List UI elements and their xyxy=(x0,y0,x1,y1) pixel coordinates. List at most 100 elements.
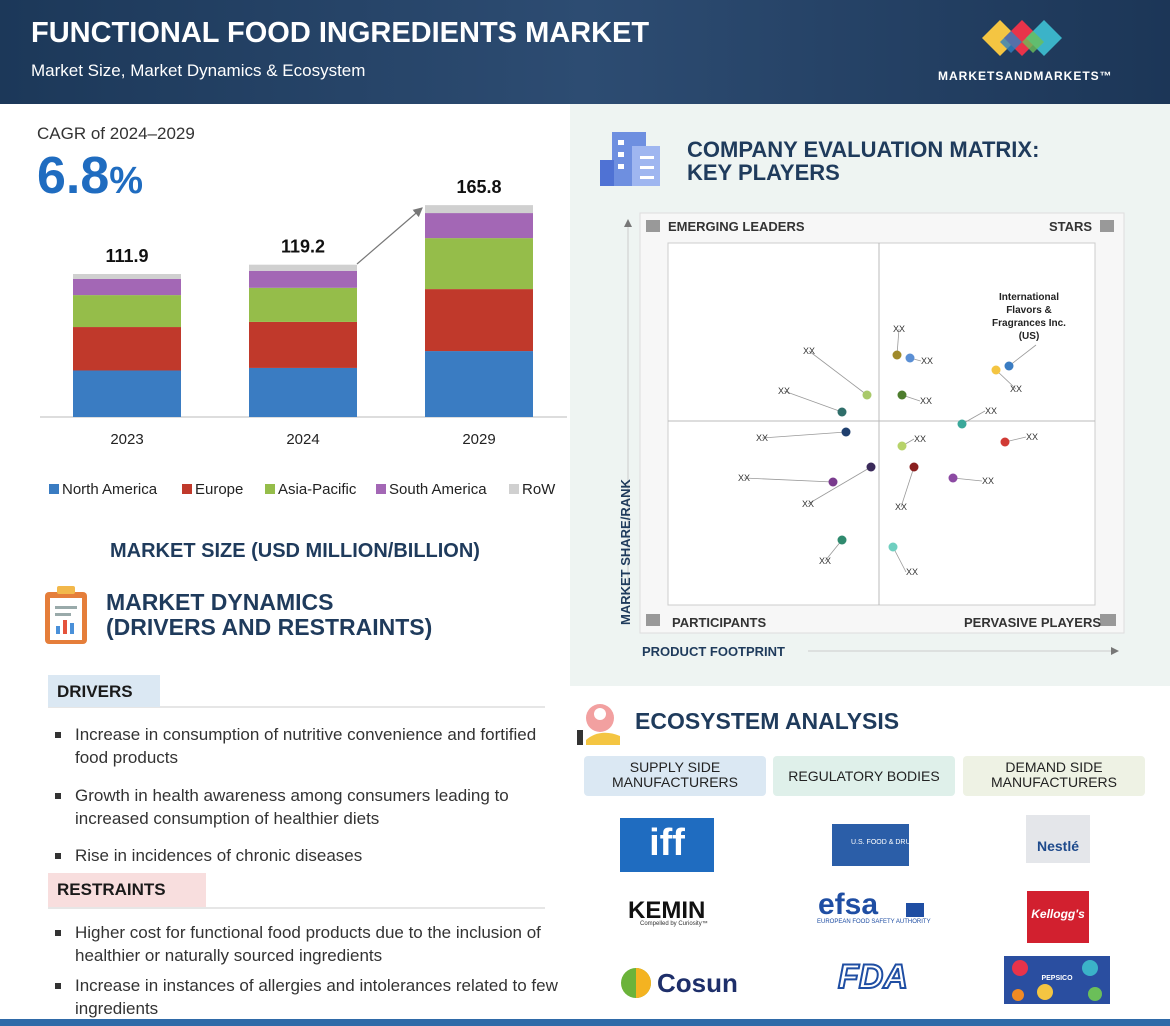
logo-kelloggs: Kellogg's xyxy=(1031,907,1085,921)
logo-fda: FDA xyxy=(837,957,909,997)
company-label: XX xyxy=(985,406,997,416)
legend-swatch xyxy=(182,484,192,494)
company-dot xyxy=(837,407,847,417)
company-label: XX xyxy=(920,396,932,406)
footer-bar xyxy=(0,1019,1170,1026)
restraints-heading: RESTRAINTS xyxy=(57,880,166,899)
y-axis-label: MARKET SHARE/RANK xyxy=(618,479,633,625)
eco-heading: DEMAND SIDE MANUFACTURERS xyxy=(963,760,1145,790)
company-label: XX xyxy=(921,356,933,366)
leader-line xyxy=(952,477,983,482)
x-axis-label: PRODUCT FOOTPRINT xyxy=(642,644,785,659)
leader-line xyxy=(900,466,915,508)
logo-nestle: Nestlé xyxy=(1036,838,1080,854)
heading-line: MANUFACTURERS xyxy=(990,774,1117,790)
legend-label: South America xyxy=(389,481,487,498)
company-label: XX xyxy=(893,324,905,334)
company-dot xyxy=(905,353,915,363)
chart-title: MARKET SIZE (USD MILLION/BILLION) xyxy=(110,540,480,562)
bar-segment xyxy=(425,238,533,290)
bar-segment xyxy=(249,270,357,288)
leader-line xyxy=(743,477,834,483)
header-title: FUNCTIONAL FOOD INGREDIENTS MARKET xyxy=(31,17,650,49)
company-dot xyxy=(948,473,958,483)
company-dot xyxy=(828,477,838,487)
logo-shapes xyxy=(620,815,1110,1004)
leader-line xyxy=(808,350,868,396)
logo-fda-small: U.S. FOOD & DRUG xyxy=(851,839,916,846)
bar-segment xyxy=(73,295,181,328)
title-line: MARKET DYNAMICS xyxy=(106,589,334,615)
company-dot xyxy=(991,365,1001,375)
eco-head-bg xyxy=(963,756,1145,796)
header-bg xyxy=(0,0,1170,104)
leader-line xyxy=(783,390,843,413)
eco-heading: SUPPLY SIDE MANUFACTURERS xyxy=(584,760,766,790)
company-dot xyxy=(1004,361,1014,371)
eco-head-bg xyxy=(584,756,766,796)
company-label: XX xyxy=(1010,384,1022,394)
company-dot xyxy=(897,441,907,451)
logo-kemin: KEMIN xyxy=(628,897,706,924)
company-dot xyxy=(909,462,919,472)
company-dot xyxy=(957,419,967,429)
total-label: 165.8 xyxy=(456,177,501,197)
quadrant-label: PARTICIPANTS xyxy=(672,615,767,630)
company-label: XX xyxy=(895,502,907,512)
legend-label: RoW xyxy=(522,481,556,498)
legend-label: Europe xyxy=(195,481,243,498)
company-dot xyxy=(1000,437,1010,447)
driver-item: Growth in health awareness among consume… xyxy=(49,784,565,830)
company-label: XX xyxy=(756,433,768,443)
brand-name: MARKETSANDMARKETS™ xyxy=(938,69,1113,83)
legend-swatch xyxy=(49,484,59,494)
bar-segment xyxy=(73,327,181,371)
matrix-frame xyxy=(624,212,1125,655)
company-line: Flavors & xyxy=(1006,305,1052,316)
title-line: (DRIVERS AND RESTRAINTS) xyxy=(106,614,433,640)
logo-pepsico: PEPSICO xyxy=(1041,975,1073,982)
leader-line xyxy=(824,539,843,562)
clipboard-icon xyxy=(45,586,87,644)
x-tick-label: 2024 xyxy=(286,431,319,448)
bar-segment xyxy=(425,213,533,239)
company-label: XX xyxy=(982,476,994,486)
growth-arrow xyxy=(356,207,423,265)
logo-efsa: efsa xyxy=(818,888,879,921)
company-dot xyxy=(837,535,847,545)
company-label: XX xyxy=(906,567,918,577)
total-label: 119.2 xyxy=(281,237,325,257)
bar-segment xyxy=(249,287,357,322)
heading-line: DEMAND SIDE xyxy=(1005,759,1103,775)
eco-head-bg xyxy=(773,756,955,796)
legend-label: Asia-Pacific xyxy=(278,481,357,498)
ecosystem-icon xyxy=(577,704,620,745)
legend-label: North America xyxy=(62,481,158,498)
company-dot xyxy=(897,390,907,400)
company-dot xyxy=(892,350,902,360)
brand-logo xyxy=(982,20,1062,56)
company-label: XX xyxy=(914,434,926,444)
title-line: COMPANY EVALUATION MATRIX: xyxy=(687,137,1040,162)
company-label: XX xyxy=(778,386,790,396)
logo-kemin-tag: Compelled by Curiosity™ xyxy=(640,921,708,927)
restraint-item: Increase in instances of allergies and i… xyxy=(49,974,565,1020)
x-tick-label: 2029 xyxy=(462,431,495,448)
driver-item: Rise in incidences of chronic diseases xyxy=(49,844,565,867)
x-tick-label: 2023 xyxy=(110,431,143,448)
total-label: 111.9 xyxy=(105,246,148,266)
company-dot xyxy=(866,462,876,472)
header-subtitle: Market Size, Market Dynamics & Ecosystem xyxy=(31,61,366,80)
legend-swatch xyxy=(376,484,386,494)
ecosystem-title: ECOSYSTEM ANALYSIS xyxy=(635,708,900,734)
company-line: (US) xyxy=(1018,331,1040,342)
cagr-unit: % xyxy=(109,160,144,202)
company-dot xyxy=(841,427,851,437)
bar-segment xyxy=(425,205,533,214)
cagr-label: CAGR of 2024–2029 xyxy=(37,124,195,143)
quadrant-label: EMERGING LEADERS xyxy=(668,219,805,234)
dynamics-title: MARKET DYNAMICS (DRIVERS AND RESTRAINTS) xyxy=(106,590,432,640)
title-line: KEY PLAYERS xyxy=(687,160,840,185)
cagr-value: 6.8% xyxy=(37,146,143,206)
